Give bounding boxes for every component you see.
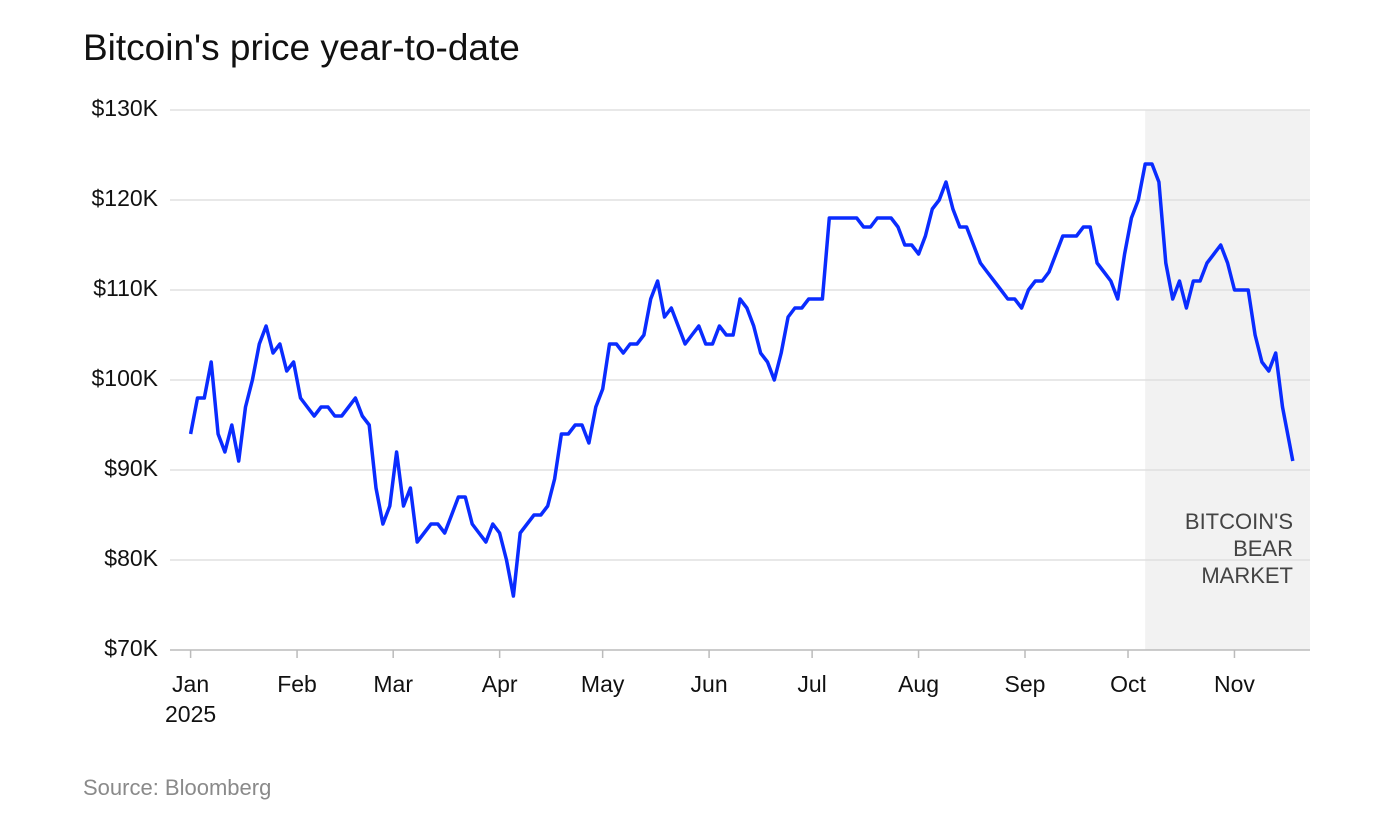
price-line (188, 162, 1295, 598)
x-tick-label: Aug (898, 671, 939, 697)
chart-title: Bitcoin's price year-to-date (83, 27, 520, 68)
annotation: BEAR (1233, 536, 1293, 561)
source: Source: Bloomberg (83, 775, 271, 800)
x-tick-label: May (581, 671, 625, 697)
y-tick-label: $110K (93, 275, 158, 301)
annotation: MARKET (1201, 563, 1293, 588)
y-tick-label: $70K (104, 635, 158, 661)
x-tick-label: Feb (277, 671, 317, 697)
annotation: BITCOIN'S (1185, 509, 1293, 534)
x-tick-label: Apr (482, 671, 518, 697)
x-tick-label: Sep (1005, 671, 1046, 697)
x-tick-label: Mar (373, 671, 413, 697)
x-tick-label: Jan (172, 671, 209, 697)
y-tick-label: $90K (104, 455, 158, 481)
x-year-label: 2025 (165, 701, 216, 727)
y-tick-label: $80K (104, 545, 158, 571)
y-tick-label: $100K (91, 365, 158, 391)
x-tick-label: Oct (1110, 671, 1146, 697)
y-tick-label: $120K (91, 185, 158, 211)
x-tick-label: Jun (691, 671, 728, 697)
y-tick-label: $130K (91, 95, 158, 121)
x-tick-label: Nov (1214, 671, 1255, 697)
x-tick-label: Jul (797, 671, 826, 697)
